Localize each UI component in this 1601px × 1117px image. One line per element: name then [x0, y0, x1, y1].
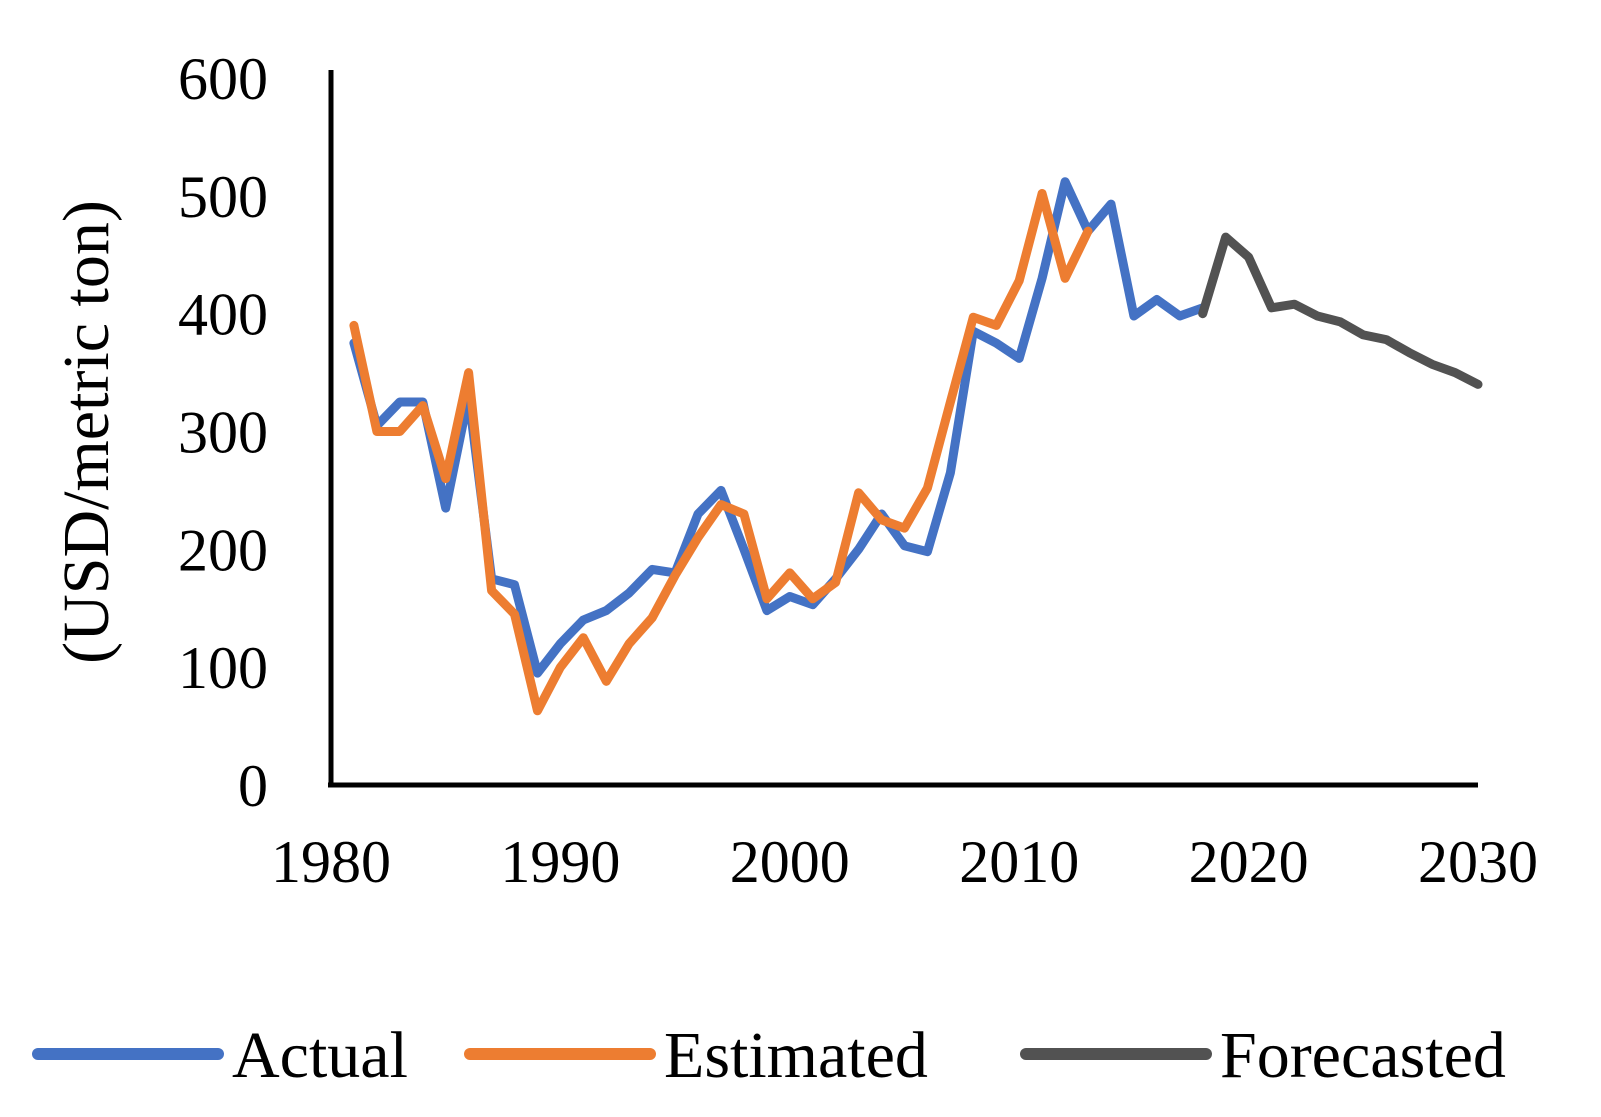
x-tick-label: 1980	[271, 829, 391, 895]
x-tick-label: 2000	[730, 829, 850, 895]
y-tick-labels: 0 100 200 300 400 500 600	[178, 46, 268, 819]
legend-label: Estimated	[664, 1019, 928, 1092]
y-tick-label: 300	[178, 400, 268, 466]
x-tick-label: 2020	[1189, 829, 1309, 895]
series-line-estimated	[349, 189, 1093, 716]
axes	[328, 70, 1478, 788]
legend-label: Forecasted	[1220, 1019, 1506, 1092]
legend-item-actual: Actual	[32, 1019, 408, 1092]
series-estimated	[349, 189, 1093, 716]
series-forecasted	[1198, 232, 1483, 389]
series-layer	[349, 177, 1483, 716]
legend-item-forecasted: Forecasted	[1020, 1019, 1506, 1092]
x-tick-labels: 1980 1990 2000 2010 2020 2030	[271, 829, 1538, 895]
y-tick-label: 500	[178, 164, 268, 230]
y-tick-label: 0	[238, 753, 268, 819]
y-axis-title: (USD/metric ton)	[50, 200, 123, 664]
x-tick-label: 2010	[959, 829, 1079, 895]
x-tick-label: 2030	[1418, 829, 1538, 895]
legend-label: Actual	[232, 1019, 408, 1092]
legend-item-estimated: Estimated	[464, 1019, 928, 1092]
series-line-forecasted	[1198, 232, 1483, 389]
x-tick-label: 1990	[500, 829, 620, 895]
series-line-actual	[349, 177, 1208, 678]
y-tick-label: 200	[178, 517, 268, 583]
y-tick-label: 400	[178, 282, 268, 348]
y-tick-label: 600	[178, 46, 268, 112]
y-tick-label: 100	[178, 635, 268, 701]
legend: Actual Estimated Forecasted	[32, 1019, 1506, 1092]
